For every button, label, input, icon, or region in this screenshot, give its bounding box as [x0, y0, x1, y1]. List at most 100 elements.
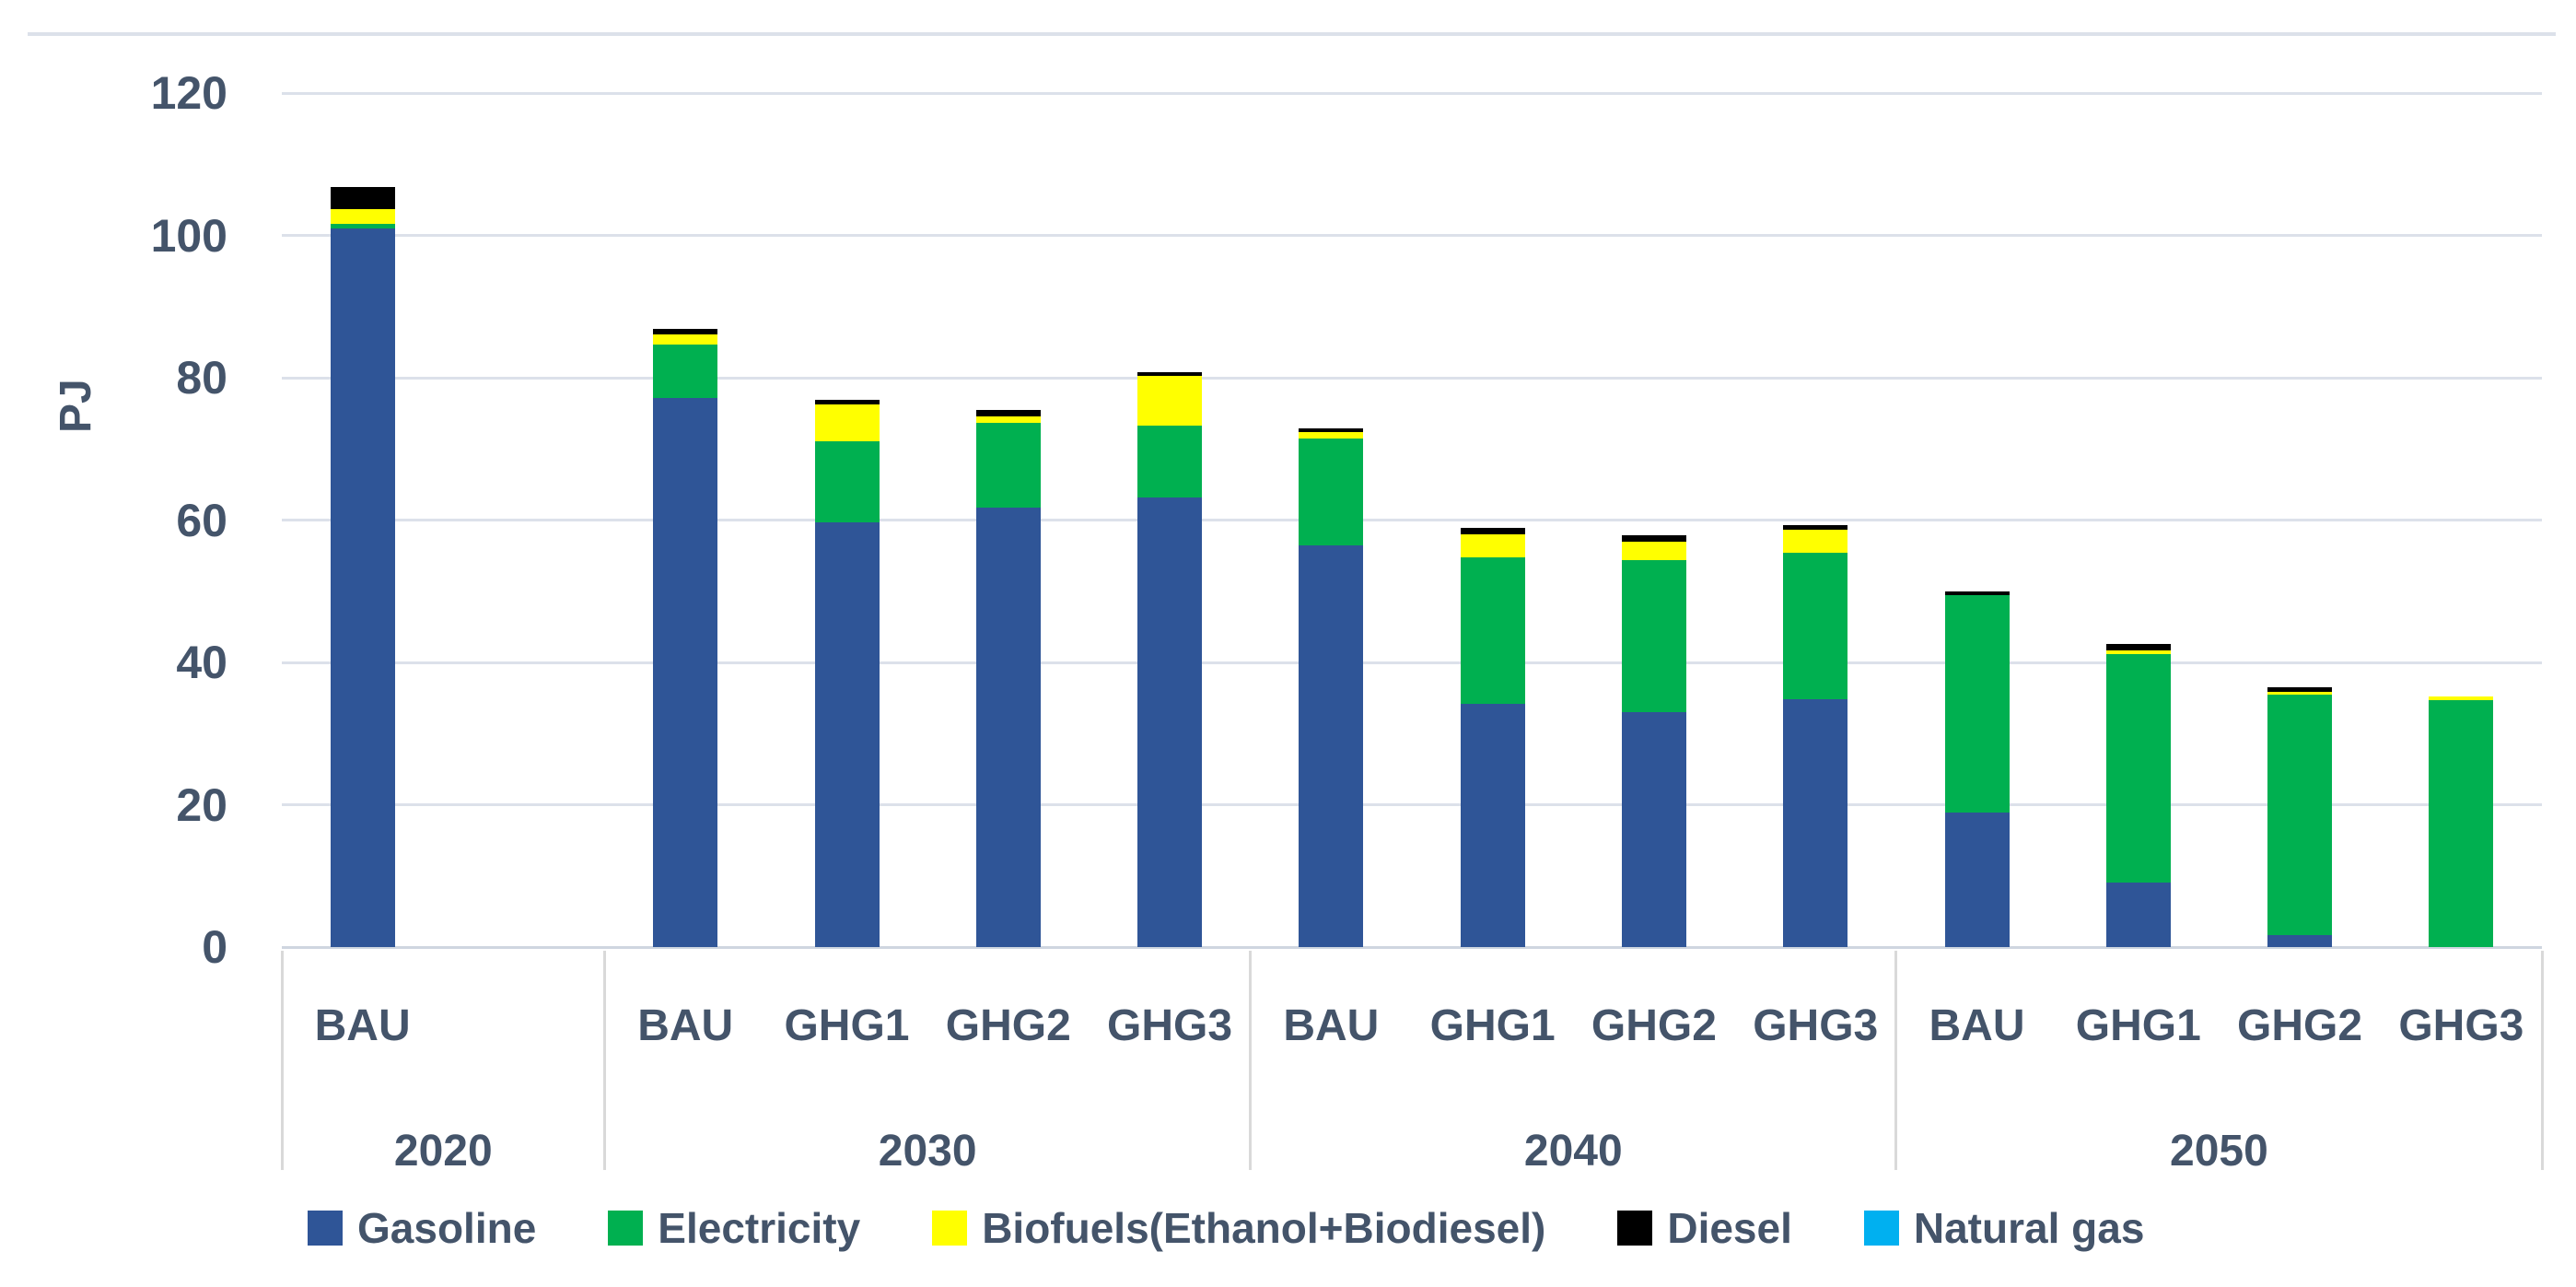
legend-item-electricity: Electricity [608, 1203, 860, 1253]
bar-segment-2030-GHG1-Electricity [814, 440, 880, 522]
gridline-120 [282, 91, 2542, 95]
y-tick-label-0: 0 [202, 921, 227, 973]
bar-segment-2030-GHG3-Biofuels(Ethanol+Biodiesel) [1137, 375, 1203, 426]
bar-segment-2040-GHG3-Electricity [1783, 553, 1848, 700]
bar-segment-2030-BAU-Diesel [653, 329, 718, 334]
y-tick-label-100: 100 [150, 209, 227, 262]
bar-segment-2040-BAU-Biofuels(Ethanol+Biodiesel) [1299, 432, 1364, 439]
bar-segment-2040-GHG2-Electricity [1621, 559, 1686, 713]
x-label-year-2030: 2030 [878, 1127, 977, 1176]
bar-segment-2040-GHG1-Gasoline [1460, 703, 1525, 947]
legend-item-biofuels-ethanol-biodiesel-: Biofuels(Ethanol+Biodiesel) [932, 1203, 1545, 1253]
category-separator [603, 951, 607, 1170]
legend: Gasoline Electricity Biofuels(Ethanol+Biod… [0, 1203, 2576, 1253]
bar-segment-2030-GHG3-Electricity [1137, 425, 1203, 497]
bar-segment-2030-BAU-Biofuels(Ethanol+Biodiesel) [653, 333, 718, 345]
bar-segment-2040-GHG2-Gasoline [1621, 712, 1686, 947]
legend-item-natural-gas: Natural gas [1863, 1203, 2145, 1253]
y-tick-label-120: 120 [150, 67, 227, 119]
bar-segment-2040-GHG1-Electricity [1460, 556, 1525, 704]
category-separator [1894, 951, 1898, 1170]
bar-segment-2040-GHG1-Biofuels(Ethanol+Biodiesel) [1460, 533, 1525, 557]
x-label-scenario-2040-GHG3: GHG3 [1753, 1001, 1879, 1050]
legend-item-diesel: Diesel [1617, 1203, 1792, 1253]
bar-segment-2030-GHG1-Gasoline [814, 521, 880, 947]
x-label-scenario-2040-BAU: BAU [1283, 1001, 1380, 1050]
legend-swatch-icon [932, 1211, 968, 1246]
bar-segment-2030-GHG3-Diesel [1137, 371, 1203, 376]
bar-segment-2020-BAU-Electricity [330, 224, 395, 228]
bar-segment-2050-GHG2-Diesel [2267, 687, 2333, 692]
legend-item-gasoline: Gasoline [308, 1203, 536, 1253]
x-label-scenario-2020-BAU: BAU [314, 1001, 411, 1050]
plot-top-border [28, 32, 2556, 36]
bar-segment-2030-GHG2-Diesel [975, 409, 1041, 416]
bar-segment-2030-GHG1-Diesel [814, 399, 880, 405]
bar-segment-2040-GHG3-Biofuels(Ethanol+Biodiesel) [1783, 529, 1848, 554]
bar-segment-2040-GHG1-Diesel [1460, 527, 1525, 534]
bar-segment-2050-GHG3-Electricity [2429, 699, 2494, 947]
bar-segment-2040-BAU-Gasoline [1299, 544, 1364, 947]
x-label-year-2040: 2040 [1523, 1127, 1623, 1176]
bar-segment-2050-GHG1-Gasoline [2105, 882, 2171, 947]
bar-segment-2030-BAU-Electricity [653, 345, 718, 398]
bar-segment-2050-BAU-Electricity [1944, 594, 2010, 813]
x-label-scenario-2030-GHG1: GHG1 [784, 1001, 910, 1050]
bar-segment-2040-GHG2-Biofuels(Ethanol+Biodiesel) [1621, 541, 1686, 560]
bar-segment-2050-BAU-Diesel [1944, 591, 2010, 595]
bar-segment-2050-GHG3-Biofuels(Ethanol+Biodiesel) [2429, 696, 2494, 700]
bar-segment-2030-GHG2-Electricity [975, 423, 1041, 509]
legend-label: Electricity [658, 1204, 861, 1252]
x-label-scenario-2040-GHG2: GHG2 [1591, 1001, 1717, 1050]
bar-segment-2030-GHG2-Biofuels(Ethanol+Biodiesel) [975, 415, 1041, 424]
y-tick-label-20: 20 [176, 778, 227, 831]
bar-segment-2050-GHG2-Biofuels(Ethanol+Biodiesel) [2267, 691, 2333, 695]
bar-segment-2040-GHG2-Diesel [1621, 535, 1686, 542]
y-tick-label-80: 80 [176, 352, 227, 404]
x-label-scenario-2050-GHG3: GHG3 [2398, 1001, 2524, 1050]
x-label-scenario-2050-BAU: BAU [1929, 1001, 2025, 1050]
bar-segment-2050-GHG1-Biofuels(Ethanol+Biodiesel) [2105, 649, 2171, 654]
x-label-scenario-2030-GHG2: GHG2 [945, 1001, 1071, 1050]
legend-swatch-icon [608, 1211, 644, 1246]
x-label-year-2020: 2020 [393, 1127, 493, 1176]
gridline-20 [282, 803, 2542, 806]
bar-segment-2020-BAU-Gasoline [330, 228, 395, 947]
x-label-scenario-2050-GHG2: GHG2 [2237, 1001, 2363, 1050]
x-label-scenario-2030-GHG3: GHG3 [1107, 1001, 1233, 1050]
legend-swatch-icon [1863, 1211, 1899, 1246]
x-label-year-2050: 2050 [2170, 1127, 2268, 1176]
bar-segment-2030-GHG3-Gasoline [1137, 497, 1203, 947]
gridline-60 [282, 519, 2542, 521]
x-label-scenario-2050-GHG1: GHG1 [2075, 1001, 2201, 1050]
legend-label: Natural gas [1913, 1204, 2145, 1252]
x-label-scenario-2040-GHG1: GHG1 [1429, 1001, 1556, 1050]
bar-segment-2050-GHG2-Electricity [2267, 694, 2333, 935]
legend-swatch-icon [1617, 1211, 1653, 1246]
bar-segment-2020-BAU-Diesel [330, 186, 395, 209]
y-tick-label-40: 40 [176, 637, 227, 688]
gridline-40 [282, 661, 2542, 664]
gridline-100 [282, 234, 2542, 237]
legend-label: Diesel [1667, 1204, 1792, 1252]
bar-segment-2040-BAU-Diesel [1299, 427, 1364, 433]
bar-segment-2030-GHG1-Biofuels(Ethanol+Biodiesel) [814, 404, 880, 441]
bar-segment-2050-GHG1-Electricity [2105, 653, 2171, 883]
bar-segment-2040-GHG3-Diesel [1783, 524, 1848, 530]
bar-segment-2020-BAU-Biofuels(Ethanol+Biodiesel) [330, 208, 395, 225]
bar-segment-2030-BAU-Gasoline [653, 397, 718, 947]
legend-swatch-icon [308, 1211, 343, 1246]
category-separator [2540, 951, 2544, 1170]
bar-segment-2040-GHG3-Gasoline [1783, 699, 1848, 947]
legend-label: Biofuels(Ethanol+Biodiesel) [982, 1204, 1546, 1252]
category-separator [280, 951, 284, 1170]
bar-segment-2050-GHG1-Diesel [2105, 643, 2171, 650]
bar-segment-2040-BAU-Electricity [1299, 439, 1364, 545]
bar-segment-2030-GHG2-Gasoline [975, 508, 1041, 947]
y-tick-label-60: 60 [176, 494, 227, 546]
x-label-scenario-2030-BAU: BAU [637, 1001, 734, 1050]
bar-segment-2050-GHG2-Gasoline [2267, 934, 2333, 947]
bar-segment-2050-BAU-Gasoline [1944, 812, 2010, 947]
gridline-80 [282, 376, 2542, 380]
